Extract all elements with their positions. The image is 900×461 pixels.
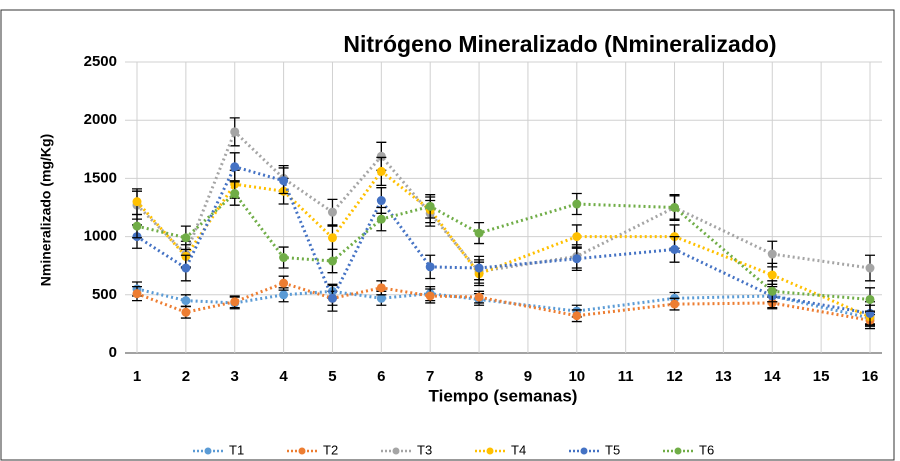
legend-marker [580, 447, 588, 455]
data-point [181, 263, 191, 273]
legend-label: T1 [229, 442, 244, 457]
x-tick-label: 5 [328, 368, 336, 385]
y-tick-label: 2000 [84, 111, 117, 128]
data-point [132, 197, 142, 207]
x-tick-label: 3 [231, 368, 239, 385]
data-point [230, 189, 240, 199]
x-tick-label: 12 [666, 368, 683, 385]
data-point [181, 307, 191, 317]
legend-marker [674, 447, 682, 455]
data-point [572, 311, 582, 321]
data-point [767, 249, 777, 259]
data-point [865, 263, 875, 273]
x-tick-label: 2 [182, 368, 190, 385]
x-tick-label: 9 [524, 368, 532, 385]
data-point [327, 256, 337, 266]
series-line [136, 287, 871, 320]
chart-title: Nitrógeno Mineralizado (Nmineralizado) [343, 31, 776, 57]
data-point [376, 166, 386, 176]
legend-marker [392, 447, 400, 455]
data-point [376, 196, 386, 206]
x-tick-label: 11 [618, 368, 634, 385]
data-point [279, 176, 289, 186]
data-point [767, 270, 777, 280]
data-point [572, 254, 582, 264]
data-point [474, 263, 484, 273]
data-point [230, 127, 240, 137]
legend-label: T2 [323, 442, 338, 457]
data-point [425, 262, 435, 272]
data-point [572, 199, 582, 209]
x-tick-label: 8 [475, 368, 483, 385]
y-tick-label: 1500 [84, 169, 117, 186]
legend-label: T4 [511, 442, 526, 457]
legend-marker [486, 447, 494, 455]
data-point [670, 244, 680, 254]
x-tick-label: 16 [862, 368, 879, 385]
legend-marker [298, 447, 306, 455]
x-tick-label: 15 [813, 368, 830, 385]
data-point [279, 278, 289, 288]
data-point [327, 233, 337, 243]
legend-marker [204, 447, 212, 455]
data-point [181, 296, 191, 306]
legend-label: T6 [699, 442, 714, 457]
data-point [230, 162, 240, 172]
data-point [279, 253, 289, 263]
data-point [767, 286, 777, 296]
x-tick-label: 10 [568, 368, 585, 385]
legend-label: T3 [417, 442, 432, 457]
x-tick-label: 1 [133, 368, 141, 385]
data-point [132, 221, 142, 231]
data-point [181, 233, 191, 243]
data-point [425, 201, 435, 211]
y-tick-label: 0 [109, 344, 117, 361]
x-tick-label: 4 [279, 368, 288, 385]
y-tick-label: 1000 [84, 228, 117, 245]
series-line [135, 169, 871, 319]
x-axis-label: Tiempo (semanas) [429, 386, 578, 405]
y-tick-label: 500 [92, 286, 117, 303]
y-axis-label: Nmineralizado (mg/Kg) [38, 134, 54, 286]
data-point [572, 232, 582, 242]
data-point [376, 283, 386, 293]
data-point [327, 207, 337, 217]
data-point [376, 214, 386, 224]
legend-label: T5 [605, 442, 620, 457]
data-point [670, 299, 680, 309]
series-line [136, 164, 871, 315]
data-point [230, 297, 240, 307]
data-point [474, 228, 484, 238]
data-point [279, 290, 289, 300]
x-tick-label: 6 [377, 368, 385, 385]
data-point [132, 289, 142, 299]
series-line [136, 191, 871, 301]
data-point [670, 203, 680, 212]
data-point [425, 291, 435, 301]
data-point [327, 293, 337, 303]
x-tick-label: 14 [764, 368, 781, 385]
y-tick-label: 2500 [84, 53, 117, 70]
x-tick-label: 13 [715, 368, 732, 385]
data-point [376, 293, 386, 303]
series-line [136, 281, 871, 322]
data-point [376, 151, 386, 161]
chart-border [0, 9, 895, 461]
x-tick-label: 7 [426, 368, 434, 385]
data-point [865, 294, 875, 304]
data-point [474, 292, 484, 302]
